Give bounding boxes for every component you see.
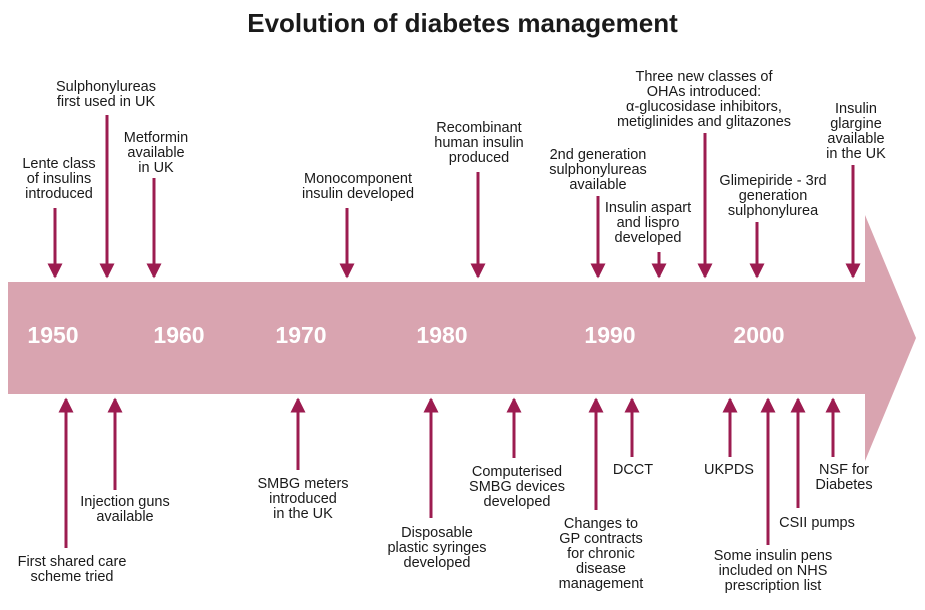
year-label-1970: 1970 bbox=[275, 322, 327, 348]
event-sulphonylureas-first-used: Sulphonylureas first used in UK bbox=[56, 79, 156, 110]
event-pointer-arrows bbox=[47, 115, 861, 548]
event-insulin-pens-nhs: Some insulin pens included on NHS prescr… bbox=[713, 548, 833, 594]
diagram-title: Evolution of diabetes management bbox=[247, 8, 678, 38]
event-glimepiride: Glimepiride - 3rd generation sulphonylur… bbox=[719, 173, 827, 219]
event-insulin-glargine: Insulin glargine available in the UK bbox=[826, 101, 886, 162]
event-csii-pumps: CSII pumps bbox=[779, 515, 855, 531]
event-metformin-available: Metformin available in UK bbox=[123, 130, 189, 176]
event-recombinant-human-insulin: Recombinant human insulin produced bbox=[434, 120, 524, 166]
event-gp-contracts: Changes to GP contracts for chronic dise… bbox=[558, 516, 644, 592]
event-dcct: DCCT bbox=[612, 462, 654, 478]
year-label-1980: 1980 bbox=[416, 322, 468, 348]
event-three-new-ohas: Three new classes of OHAs introduced: α-… bbox=[616, 69, 792, 130]
event-insulin-aspart-lispro: Insulin aspart and lispro developed bbox=[604, 200, 692, 246]
event-ukpds: UKPDS bbox=[704, 462, 754, 478]
year-label-1960: 1960 bbox=[153, 322, 205, 348]
year-label-1990: 1990 bbox=[584, 322, 636, 348]
event-disposable-syringes: Disposable plastic syringes developed bbox=[387, 525, 487, 571]
year-label-2000: 2000 bbox=[733, 322, 785, 348]
event-2nd-gen-sulphonylureas: 2nd generation sulphonylureas available bbox=[549, 147, 647, 193]
timeline-band-arrow bbox=[8, 215, 916, 461]
event-computerised-smbg: Computerised SMBG devices developed bbox=[469, 464, 565, 510]
event-monocomponent-insulin: Monocomponent insulin developed bbox=[301, 171, 415, 202]
event-smbg-meters: SMBG meters introduced in the UK bbox=[257, 476, 349, 522]
event-injection-guns: Injection guns available bbox=[80, 494, 170, 525]
event-first-shared-care: First shared care scheme tried bbox=[17, 554, 127, 585]
year-label-1950: 1950 bbox=[27, 322, 79, 348]
event-nsf-diabetes: NSF for Diabetes bbox=[815, 462, 873, 493]
event-lente-insulins: Lente class of insulins introduced bbox=[22, 156, 96, 202]
